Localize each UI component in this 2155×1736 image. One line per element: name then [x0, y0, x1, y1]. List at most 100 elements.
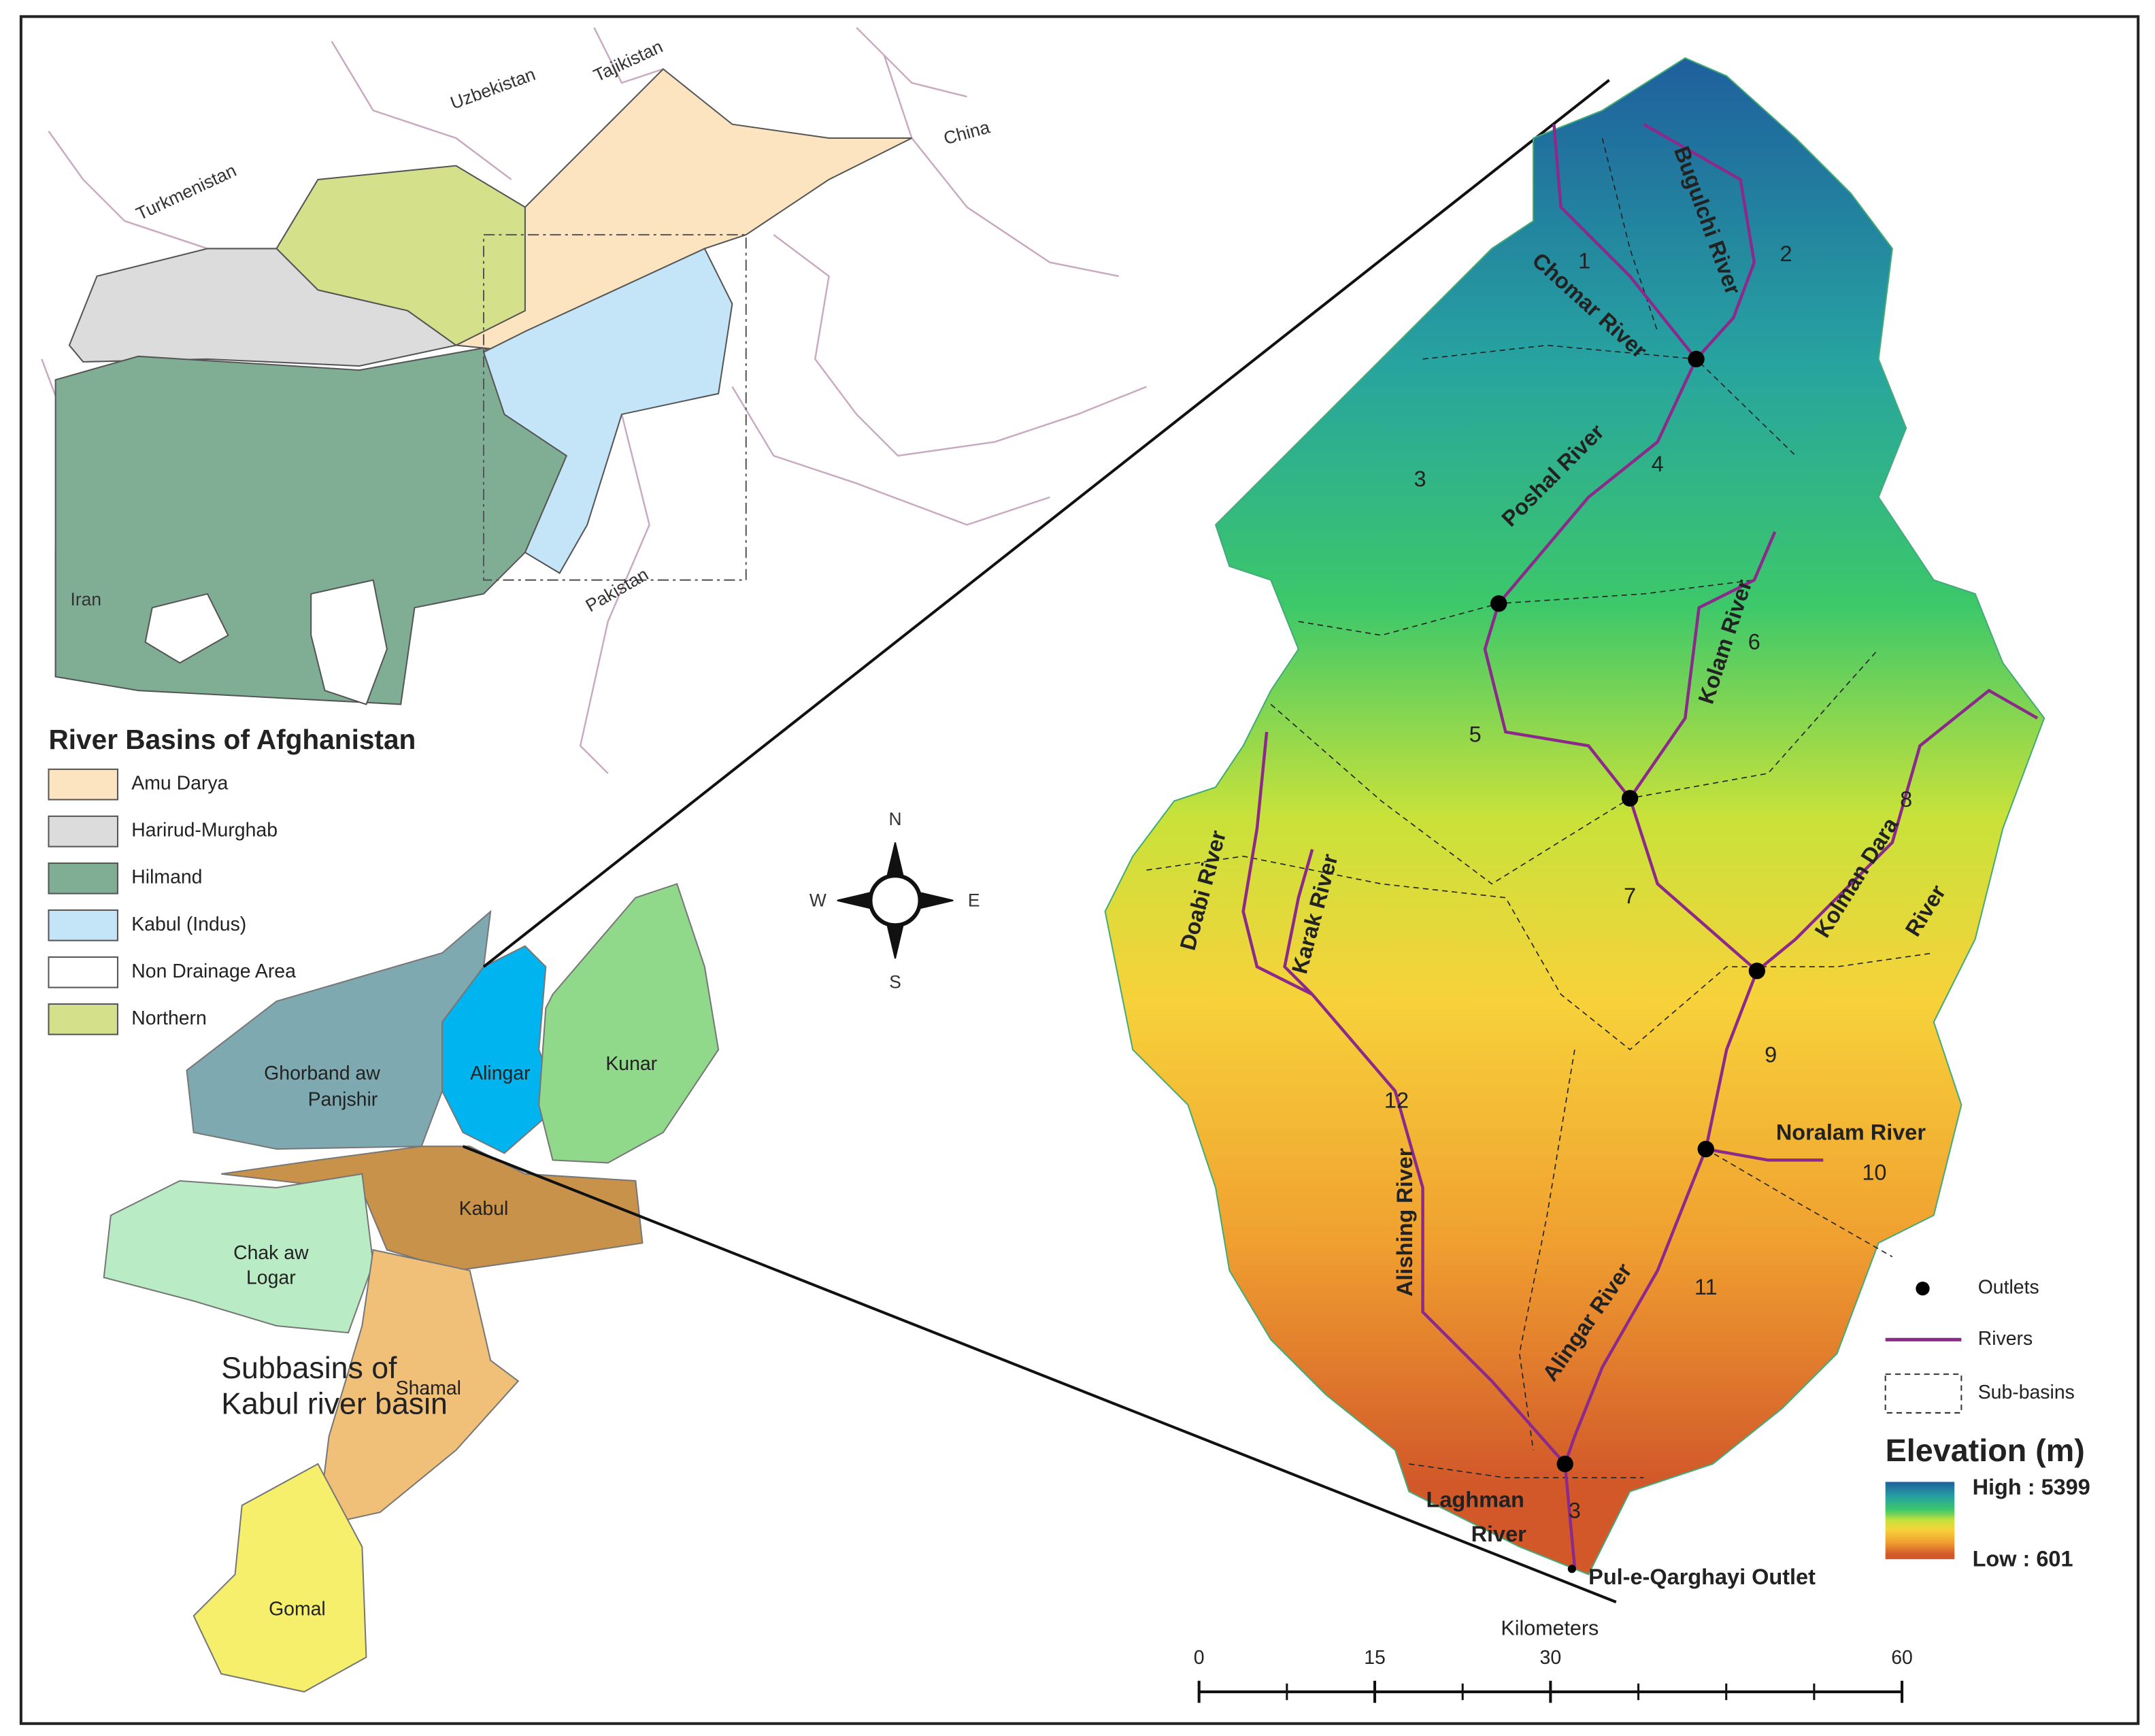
outlet — [1490, 595, 1507, 612]
legend-label: Rivers — [1978, 1328, 2033, 1350]
subbasin-area — [221, 1146, 644, 1271]
outlet-label: Pul-e-Qarghayi Outlet — [1588, 1565, 1816, 1589]
subbasin-number: 7 — [1624, 884, 1636, 908]
legend-title: River Basins of Afghanistan — [48, 724, 416, 755]
compass-label: W — [809, 890, 826, 911]
border-line — [773, 234, 1147, 457]
river — [1628, 797, 1758, 972]
border-line — [48, 131, 208, 250]
subbasin-number: 5 — [1469, 722, 1482, 747]
scale-tick-label: 60 — [1891, 1647, 1913, 1669]
subbasin-label: Ghorband aw — [264, 1063, 380, 1084]
subbasin-number: 2 — [1780, 241, 1792, 266]
border-line — [731, 386, 1050, 526]
subbasin-label: Kunar — [605, 1053, 657, 1075]
river-label: Laghman — [1426, 1487, 1524, 1512]
river — [1705, 1147, 1824, 1162]
subbasin-number: 6 — [1748, 630, 1760, 654]
scale-tick-label: 15 — [1364, 1647, 1386, 1669]
border-line — [856, 27, 967, 98]
basin-area — [482, 248, 733, 574]
border-line — [593, 27, 664, 84]
outlet — [1697, 1140, 1714, 1158]
legend-swatch — [48, 956, 119, 988]
subbasin-title: Subbasins of — [221, 1352, 397, 1385]
elevation-low: Low : 601 — [1973, 1547, 2073, 1571]
subbasin-label: Gomal — [269, 1599, 326, 1620]
legend-outlet-symbol — [1916, 1282, 1930, 1296]
river — [1552, 124, 1698, 361]
river — [1311, 993, 1567, 1465]
subbasin-boundary — [1409, 1463, 1644, 1479]
legend-swatch — [48, 862, 119, 895]
compass-label: S — [889, 971, 901, 992]
subbasin-boundary — [1422, 344, 1797, 456]
river-label: Alishing River — [1392, 1148, 1417, 1297]
subbasin-label: Panjshir — [308, 1089, 378, 1111]
subbasin-area — [317, 1249, 520, 1527]
scale-tick-label: 30 — [1540, 1647, 1562, 1669]
river-label: Noralam River — [1776, 1120, 1926, 1144]
compass-label: E — [968, 890, 980, 911]
legend-label: Harirud-Murghab — [131, 820, 278, 841]
legend-swatch — [48, 1003, 119, 1035]
connector — [462, 1145, 1617, 1603]
study-extent — [482, 234, 747, 581]
subbasin-area — [193, 1463, 367, 1693]
border-line — [579, 414, 650, 774]
subbasin-label: Alingar — [470, 1063, 530, 1084]
river — [1283, 848, 1314, 996]
river-label: River — [1471, 1522, 1527, 1546]
outlet — [1556, 1455, 1573, 1473]
legend-label: Kabul (Indus) — [131, 914, 246, 935]
subbasin-number: 12 — [1384, 1088, 1409, 1113]
elevation-ramp — [1885, 1482, 1955, 1560]
subbasin-number: 3 — [1414, 467, 1426, 491]
subbasin-area — [103, 1173, 374, 1334]
legend-label: Hilmand — [131, 867, 202, 888]
compass-label: N — [888, 809, 901, 829]
river — [1497, 358, 1698, 605]
subbasin-number: 11 — [1694, 1275, 1718, 1299]
outlet — [1748, 963, 1766, 980]
legend-swatch — [48, 768, 119, 801]
legend-label: Outlets — [1978, 1277, 2039, 1299]
river — [1483, 603, 1631, 799]
layers — [41, 27, 2045, 1693]
scale-title: Kilometers — [1501, 1617, 1599, 1640]
subbasin-area — [538, 883, 720, 1164]
subbasin-number: 9 — [1765, 1043, 1777, 1067]
river — [1628, 531, 1777, 799]
subbasin-number: 1 — [1578, 248, 1590, 273]
subbasin-number: 3 — [1569, 1499, 1581, 1523]
border-line — [331, 41, 512, 180]
elevation-surface — [1104, 57, 2045, 1575]
legend-swatch — [48, 909, 119, 941]
legend-label: Non Drainage Area — [131, 961, 296, 982]
river — [1563, 1148, 1707, 1465]
outlet — [1688, 350, 1705, 368]
subbasin-number: 4 — [1652, 452, 1664, 476]
outlet — [1621, 790, 1639, 807]
country-label: Iran — [71, 589, 101, 610]
river — [1563, 1463, 1577, 1568]
outlet — [1567, 1565, 1576, 1573]
elevation-high: High : 5399 — [1973, 1475, 2090, 1499]
subbasin-boundary — [1705, 1148, 1893, 1258]
legend-label: Northern — [131, 1007, 207, 1029]
scale-tick-label: 0 — [1194, 1647, 1205, 1669]
river — [1756, 688, 2039, 972]
subbasin-number: 8 — [1900, 787, 1912, 812]
legend-label: Amu Darya — [131, 773, 228, 795]
subbasin-number: 10 — [1862, 1160, 1886, 1184]
non-drainage-area — [310, 579, 388, 705]
non-drainage-area — [144, 592, 229, 664]
subbasin-label: Chak aw — [233, 1242, 309, 1264]
connector — [482, 79, 1610, 968]
river — [1643, 122, 1756, 361]
legend-label: Sub-basins — [1978, 1382, 2075, 1403]
river — [1241, 731, 1314, 996]
subbasin-label: Shamal — [396, 1378, 461, 1399]
compass — [837, 842, 954, 959]
